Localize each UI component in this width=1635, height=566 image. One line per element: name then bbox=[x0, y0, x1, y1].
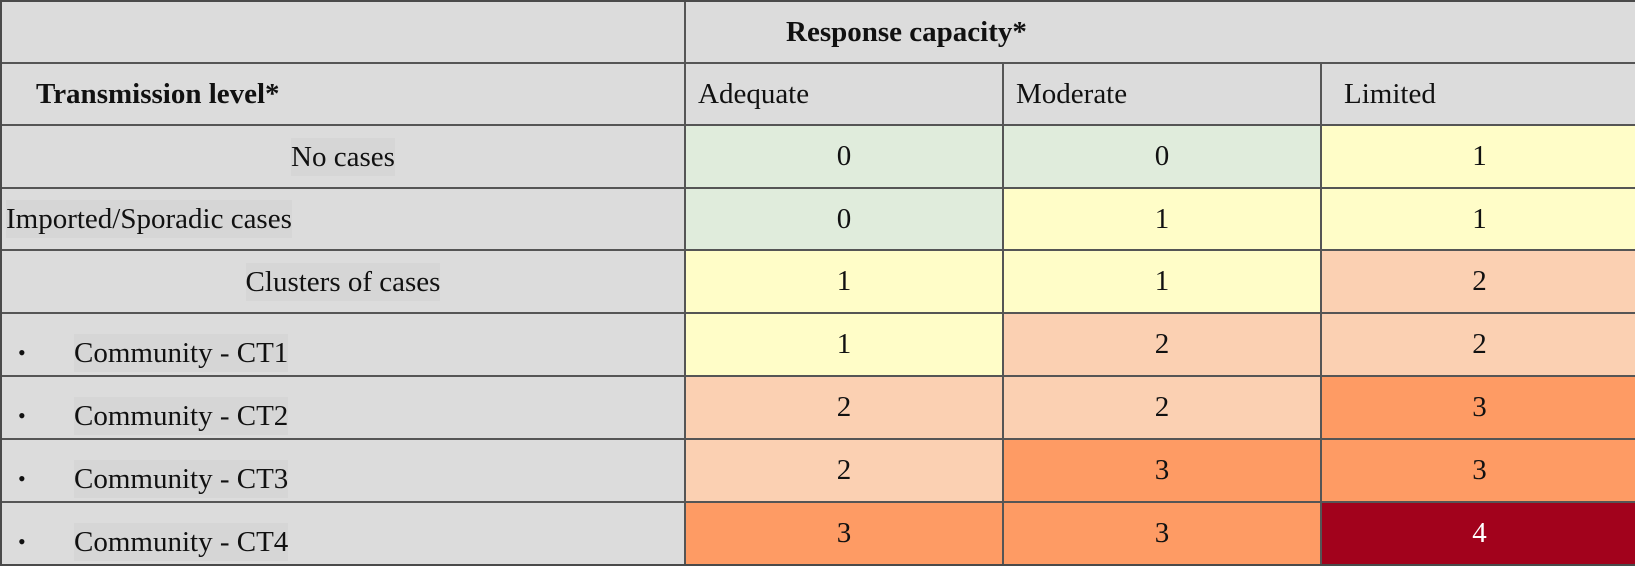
row-label-text: Clusters of cases bbox=[245, 262, 441, 301]
value-cell: 1 bbox=[686, 314, 1004, 377]
value-cell: 0 bbox=[686, 189, 1004, 251]
row-label-text: No cases bbox=[291, 137, 395, 176]
value-cell: 3 bbox=[1322, 377, 1635, 440]
value-cell: 1 bbox=[686, 251, 1004, 314]
row-label-text: Community - CT3 bbox=[74, 459, 289, 498]
column-header-adequate: Adequate bbox=[686, 64, 1004, 126]
column-header-limited: Limited bbox=[1322, 64, 1635, 126]
value-cell: 4 bbox=[1322, 503, 1635, 564]
value-cell: 2 bbox=[1004, 377, 1322, 440]
value-cell: 1 bbox=[1004, 251, 1322, 314]
value-cell: 3 bbox=[1004, 503, 1322, 564]
column-header-moderate: Moderate bbox=[1004, 64, 1322, 126]
value-cell: 2 bbox=[686, 440, 1004, 503]
value-cell: 1 bbox=[1322, 126, 1635, 189]
bullet-icon: • bbox=[18, 465, 26, 491]
value-cell: 3 bbox=[686, 503, 1004, 564]
row-label-clusters: Clusters of cases bbox=[2, 251, 686, 314]
value-cell: 0 bbox=[686, 126, 1004, 189]
row-label-community-ct4: • Community - CT4 bbox=[2, 503, 686, 564]
value-cell: 0 bbox=[1004, 126, 1322, 189]
transmission-level-header: Transmission level* bbox=[2, 64, 686, 126]
value-cell: 2 bbox=[1004, 314, 1322, 377]
value-cell: 2 bbox=[1322, 314, 1635, 377]
bullet-icon: • bbox=[18, 339, 26, 365]
value-cell: 1 bbox=[1004, 189, 1322, 251]
bullet-icon: • bbox=[18, 528, 26, 554]
row-label-text: Community - CT2 bbox=[74, 396, 289, 435]
row-label-community-ct2: • Community - CT2 bbox=[2, 377, 686, 440]
value-cell: 1 bbox=[1322, 189, 1635, 251]
row-label-text: Imported/Sporadic cases bbox=[6, 200, 292, 238]
value-cell: 3 bbox=[1004, 440, 1322, 503]
row-label-community-ct1: • Community - CT1 bbox=[2, 314, 686, 377]
row-label-imported-sporadic: Imported/Sporadic cases bbox=[2, 189, 686, 251]
value-cell: 3 bbox=[1322, 440, 1635, 503]
row-label-text: Community - CT1 bbox=[74, 333, 289, 372]
row-label-no-cases: No cases bbox=[2, 126, 686, 189]
corner-cell bbox=[2, 2, 686, 64]
response-capacity-header: Response capacity* bbox=[686, 2, 1635, 64]
value-cell: 2 bbox=[1322, 251, 1635, 314]
value-cell: 2 bbox=[686, 377, 1004, 440]
row-label-text: Community - CT4 bbox=[74, 522, 289, 561]
bullet-icon: • bbox=[18, 402, 26, 428]
row-label-community-ct3: • Community - CT3 bbox=[2, 440, 686, 503]
